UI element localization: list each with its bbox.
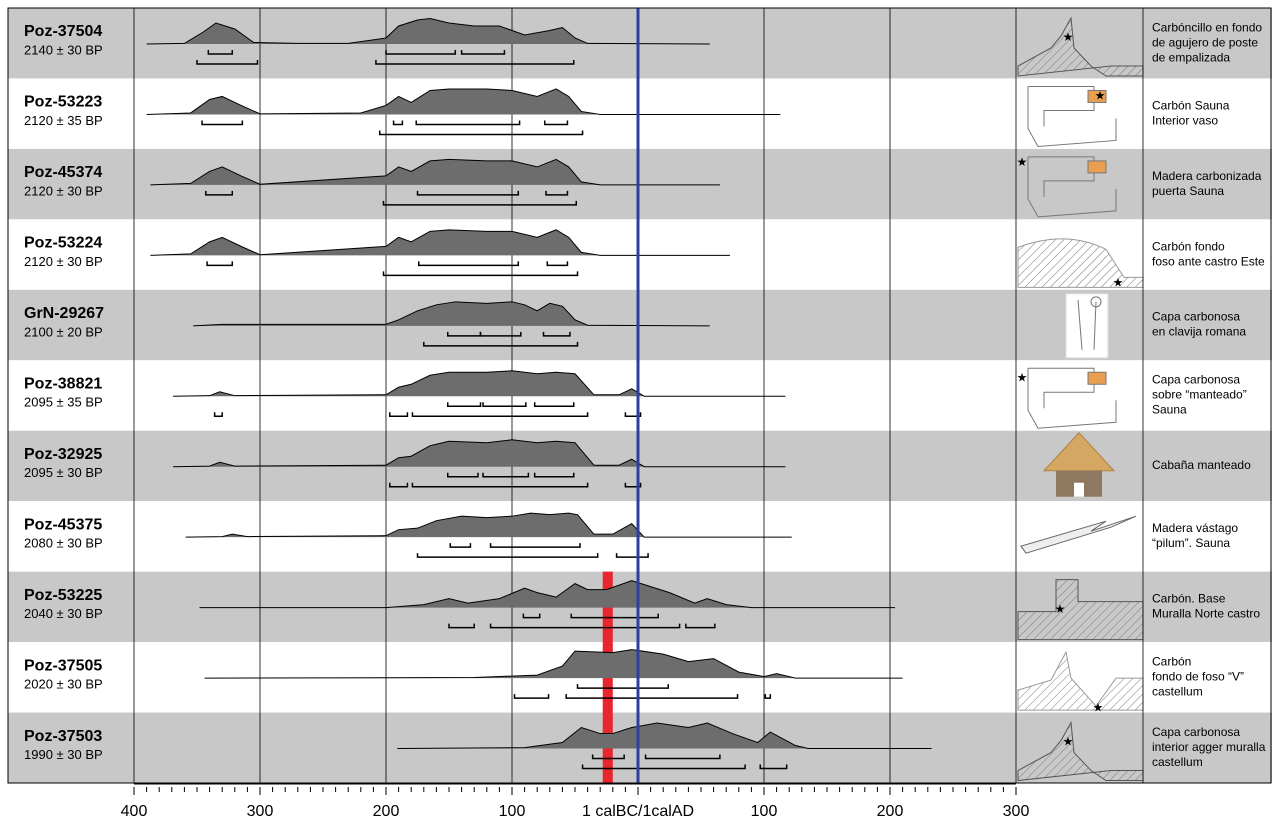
bp-date: 2020 ± 30 BP <box>24 677 103 692</box>
sample-description: Madera vástago <box>1152 521 1238 535</box>
icon-shape <box>1074 483 1084 497</box>
bp-date: 2140 ± 30 BP <box>24 42 103 57</box>
icon-shape <box>1066 294 1108 358</box>
page: {"chart_data":{"type":"radiocarbon", "xl… <box>0 0 1272 824</box>
lab-code: GrN-29267 <box>24 305 104 322</box>
sample-description: castellum <box>1152 684 1203 698</box>
lab-code: Poz-53225 <box>24 587 102 604</box>
sample-description: Carbón. Base <box>1152 592 1226 606</box>
icon-star: ★ <box>1063 735 1074 749</box>
lab-code: Poz-37503 <box>24 728 102 745</box>
icon-shape <box>1088 161 1106 173</box>
x-tick-label: 100 <box>499 803 526 820</box>
sample-description: Sauna <box>1152 403 1187 417</box>
x-tick-label: 200 <box>877 803 904 820</box>
sample-description: Capa carbonosa <box>1152 310 1240 324</box>
lab-code: Poz-37504 <box>24 23 102 40</box>
sample-description: Carbóncillo en fondo <box>1152 20 1262 34</box>
lab-code: Poz-37505 <box>24 657 102 674</box>
bp-date: 2040 ± 30 BP <box>24 606 103 621</box>
bp-date: 2120 ± 35 BP <box>24 113 103 128</box>
sample-description: interior agger muralla <box>1152 740 1266 754</box>
bp-date: 2100 ± 20 BP <box>24 324 103 339</box>
x-tick-label: 100 <box>751 803 778 820</box>
icon-star: ★ <box>1113 276 1124 290</box>
sample-description: puerta Sauna <box>1152 184 1224 198</box>
x-tick-label: 200 <box>373 803 400 820</box>
icon-star: ★ <box>1095 89 1106 103</box>
sample-description: castellum <box>1152 755 1203 769</box>
sample-description: en clavija romana <box>1152 325 1246 339</box>
icon-star: ★ <box>1093 700 1104 714</box>
bp-date: 2095 ± 30 BP <box>24 465 103 480</box>
sample-description: Interior vaso <box>1152 113 1218 127</box>
icon-star: ★ <box>1063 30 1074 44</box>
sample-description: Carbón <box>1152 654 1191 668</box>
sample-description: Capa carbonosa <box>1152 373 1240 387</box>
bp-date: 2120 ± 30 BP <box>24 254 103 269</box>
sample-icon <box>1066 294 1108 358</box>
sample-description: Cabaña manteado <box>1152 458 1251 472</box>
lab-code: Poz-45374 <box>24 164 102 181</box>
sample-description: Capa carbonosa <box>1152 725 1240 739</box>
bp-date: 2120 ± 30 BP <box>24 183 103 198</box>
sample-description: Carbón Sauna <box>1152 98 1230 112</box>
x-tick-label: 400 <box>121 803 148 820</box>
bp-date: 1990 ± 30 BP <box>24 747 103 762</box>
x-tick-label: 300 <box>247 803 274 820</box>
bp-date: 2080 ± 30 BP <box>24 536 103 551</box>
sample-description: sobre “manteado” <box>1152 388 1247 402</box>
sample-description: de agujero de poste <box>1152 35 1258 49</box>
x-tick-label: 1 calBC/1calAD <box>582 803 694 820</box>
sample-description: fondo de foso “V” <box>1152 669 1244 683</box>
icon-star: ★ <box>1017 370 1028 384</box>
icon-star: ★ <box>1055 602 1066 616</box>
sample-description: de empalizada <box>1152 50 1230 64</box>
sample-description: “pilum”. Sauna <box>1152 536 1230 550</box>
lab-code: Poz-53223 <box>24 94 102 111</box>
sample-description: Muralla Norte castro <box>1152 607 1260 621</box>
lab-code: Poz-38821 <box>24 375 102 392</box>
icon-star: ★ <box>1017 155 1028 169</box>
chart: 400 300 200 100 1 calBC/1calAD 100 200 300 Poz-3… <box>0 0 1272 824</box>
icon-shape <box>1088 372 1106 384</box>
lab-code: Poz-32925 <box>24 446 102 463</box>
bp-date: 2095 ± 35 BP <box>24 395 103 410</box>
sample-description: foso ante castro Este <box>1152 254 1265 268</box>
lab-code: Poz-45375 <box>24 516 102 533</box>
lab-code: Poz-53224 <box>24 235 102 252</box>
x-tick-label: 300 <box>1003 803 1030 820</box>
sample-description: Carbón fondo <box>1152 239 1225 253</box>
sample-description: Madera carbonizada <box>1152 169 1262 183</box>
